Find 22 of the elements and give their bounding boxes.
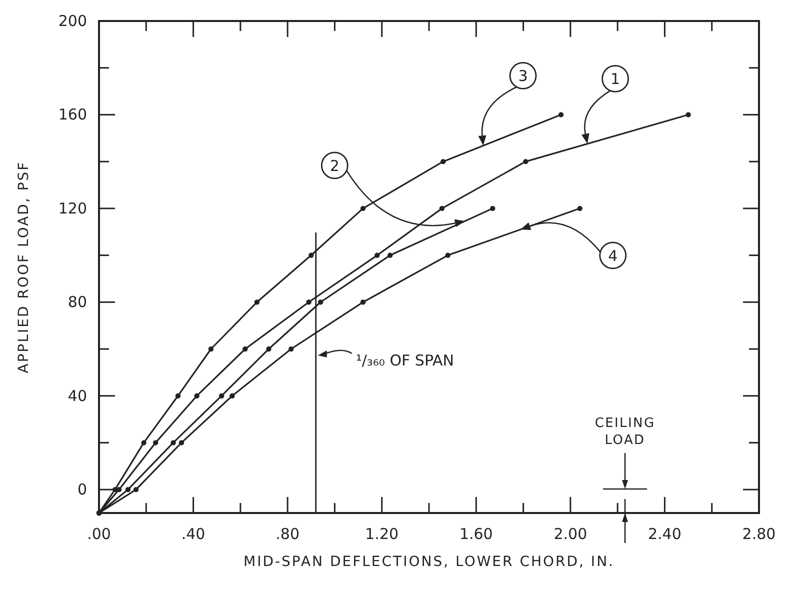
y-tick-label: 80 [68,293,87,312]
annotation: CEILING LOAD [594,416,656,448]
y-tick-label: 40 [68,386,87,405]
x-tick-label: .00 [87,525,111,543]
y-tick-label: 200 [58,12,87,30]
x-axis-title: MID-SPAN DEFLECTIONS, LOWER CHORD, IN. [243,554,615,570]
ref-line-label: ¹/₃₆₀ OF SPAN [356,351,454,370]
text: 4 [608,246,618,265]
y-tick-label: 0 [77,480,87,499]
text: 2 [330,156,340,175]
x-tick-label: 2.00 [554,525,588,543]
x-tick-label: 1.20 [365,525,399,543]
x-tick-label: .80 [276,525,300,543]
y-tick-label: 120 [58,199,87,218]
y-axis-title: APPLIED ROOF LOAD, PSF [16,160,32,374]
x-tick-label: 2.80 [742,525,776,543]
x-tick-label: 1.60 [459,525,493,543]
text: 1 [610,70,620,88]
x-tick-label: .40 [181,525,206,543]
x-tick-label: 2.40 [648,525,682,543]
y-tick-label: 160 [58,106,87,124]
text: 3 [518,67,528,86]
